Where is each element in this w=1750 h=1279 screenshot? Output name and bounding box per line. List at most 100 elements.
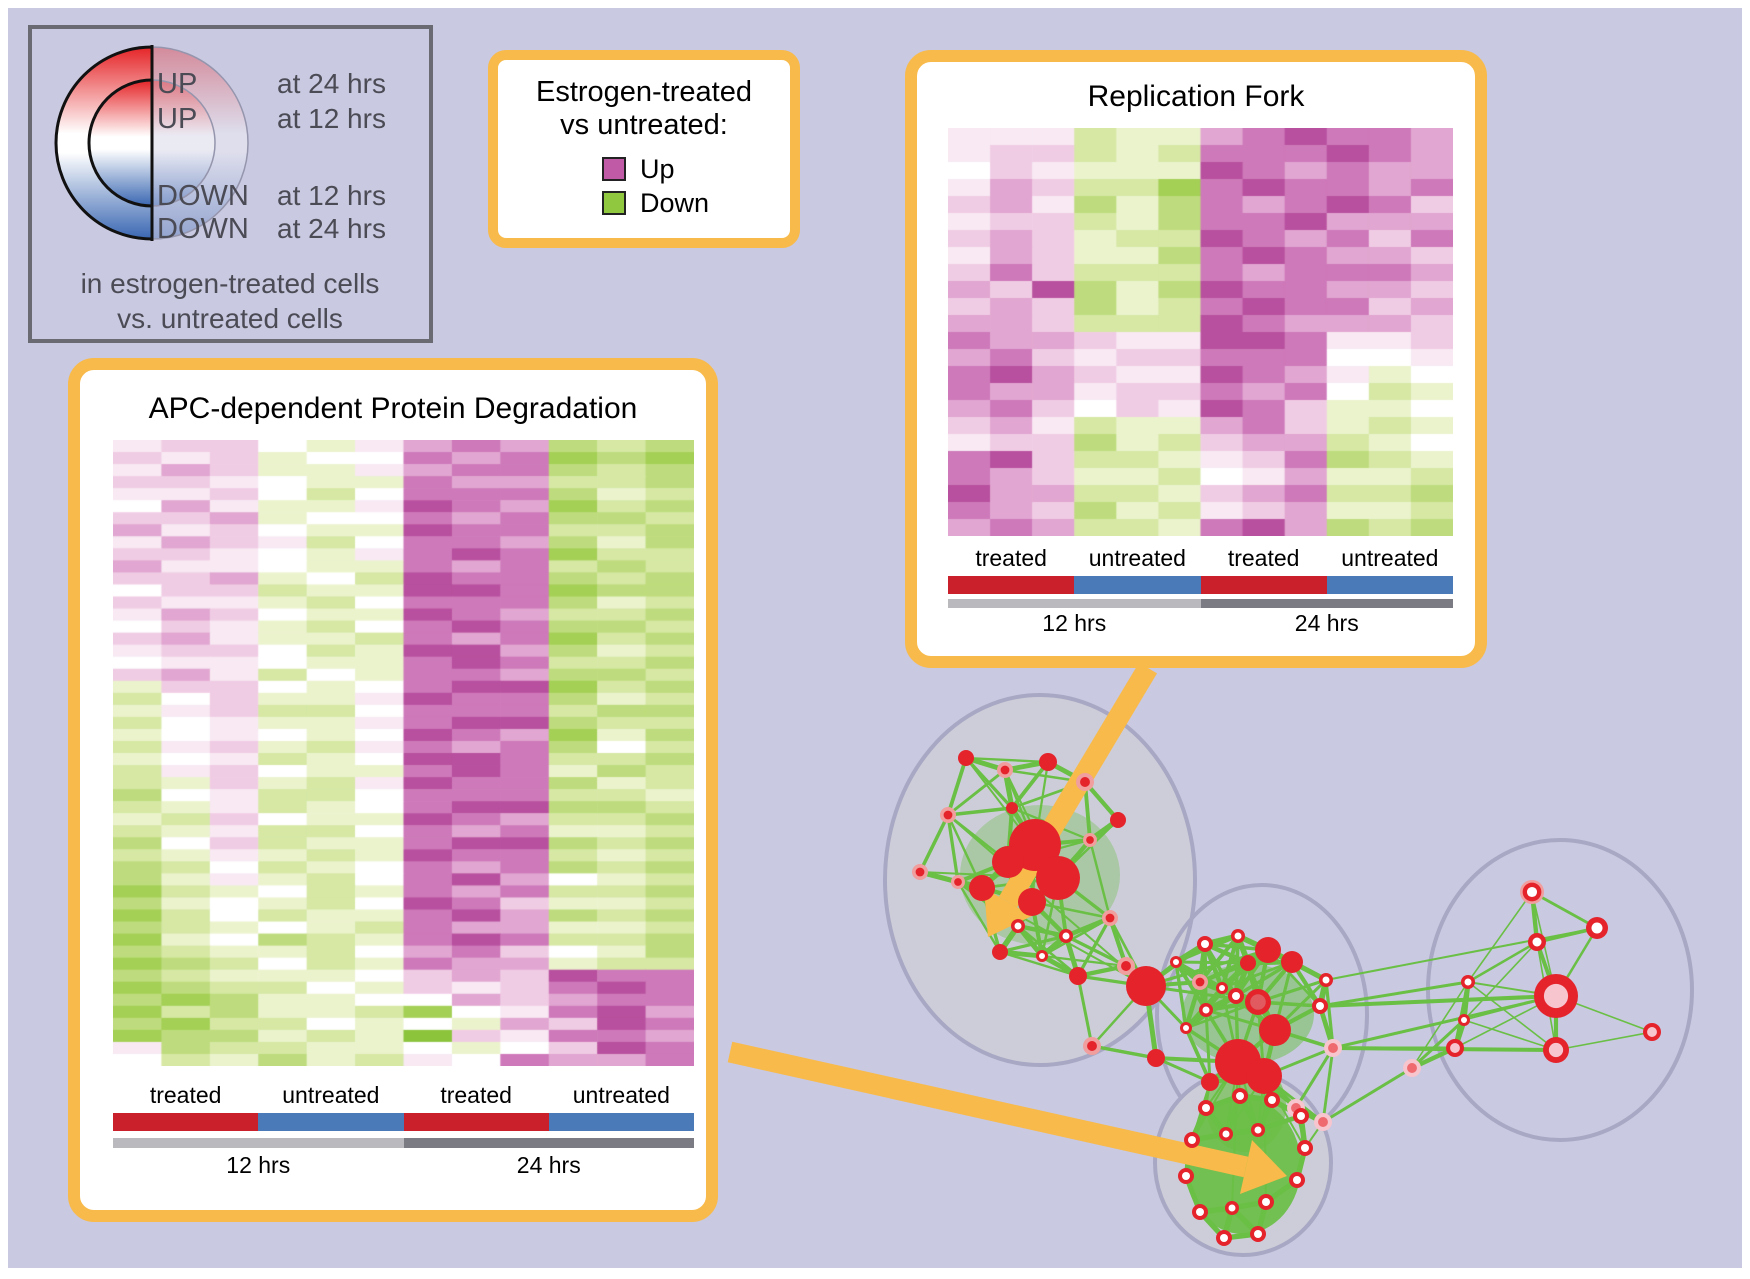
network-node (1246, 1058, 1282, 1094)
network-edge (1204, 1009, 1212, 1083)
label-24hrs: 24 hrs (516, 1152, 581, 1178)
network-node (1201, 1073, 1219, 1091)
network-edge (1010, 760, 1050, 810)
network-node (1069, 967, 1087, 985)
network-edge (1332, 1046, 1557, 1052)
network-node (1450, 1043, 1460, 1053)
bar-12hrs-segment (113, 1138, 404, 1148)
network-edge (1174, 960, 1208, 1012)
apc-time-bar (113, 1138, 694, 1148)
bar-24hrs-segment (1200, 599, 1453, 608)
updown-footer-line1: in estrogen-treated cells (81, 268, 380, 299)
network-node (1548, 1042, 1564, 1058)
repfork-condition-bar (948, 576, 1453, 594)
network-node (1232, 992, 1240, 1000)
network-edge (1175, 960, 1249, 965)
network-node (1183, 1025, 1189, 1031)
network-node (969, 875, 995, 901)
network-node (1036, 856, 1080, 900)
down-label: Down (640, 187, 710, 218)
network-node (1182, 1172, 1190, 1180)
apc-group-label: treated (149, 1082, 222, 1108)
network-edge (1555, 1031, 1653, 1051)
repfork-time-labels: 12 hrs 24 hrs (948, 610, 1453, 636)
network-node (1543, 983, 1569, 1009)
network-node (1268, 1096, 1276, 1104)
repfork-group-labels: treated untreated treated untreated (948, 545, 1453, 571)
network-edge (1324, 979, 1335, 1049)
network-edge (1531, 890, 1598, 930)
network-edge (1203, 943, 1238, 997)
updown-row-dir: DOWN (157, 213, 249, 245)
network-edge (1174, 961, 1188, 1029)
network-node (1039, 753, 1057, 771)
untreated-bar-segment (1326, 576, 1453, 594)
network-edge (1321, 1047, 1335, 1123)
network-edge (1231, 1061, 1239, 1209)
estrogen-legend-title-line2: vs untreated: (560, 109, 728, 141)
label-12hrs: 12 hrs (226, 1152, 291, 1178)
network-node (1236, 1092, 1244, 1100)
apc-group-labels: treated untreated treated untreated (113, 1082, 694, 1108)
replication-fork-heatmap (948, 128, 1453, 536)
network-node (1259, 1014, 1291, 1046)
network-edge (1198, 934, 1240, 984)
network-node (1018, 888, 1046, 916)
network-node (1000, 765, 1010, 775)
network-node (1254, 1230, 1262, 1238)
network-edge (946, 814, 960, 883)
treated-bar-segment (948, 576, 1075, 594)
network-edge (1325, 927, 1598, 981)
network-node (1202, 1006, 1210, 1014)
network-node (954, 878, 962, 886)
network-edge (946, 814, 984, 889)
network-node (1316, 1002, 1324, 1010)
network-edge (1322, 1066, 1413, 1124)
network-node (1219, 985, 1225, 991)
updown-footer-line2: vs. untreated cells (117, 303, 343, 334)
network-edge (999, 950, 1079, 978)
network-node (1220, 1234, 1228, 1242)
apc-group-label: treated (440, 1082, 512, 1108)
network-edge (1319, 980, 1469, 1008)
up-color-swatch (602, 157, 626, 181)
network-node (1591, 922, 1603, 934)
updown-row-time: at 24 hrs (277, 213, 386, 244)
network-edge (1332, 994, 1557, 1050)
network-edge (1319, 994, 1557, 1008)
network-node (1087, 1041, 1097, 1051)
network-node (1196, 1208, 1204, 1216)
estrogen-legend-box: Estrogen-treated vs untreated: Up Down (488, 50, 800, 248)
network-edge (947, 768, 1006, 817)
network-node (1201, 940, 1209, 948)
network-node (1328, 1043, 1338, 1053)
network-node (1014, 922, 1022, 930)
network-node (943, 810, 953, 820)
treated-bar-segment (1200, 576, 1327, 594)
updown-legend-graphic: UP UP DOWN DOWN at 24 hrs at 12 hrs at 1… (54, 45, 386, 334)
network-edge (1076, 975, 1094, 1047)
panel-link-arrowhead (1240, 1140, 1287, 1194)
network-node (1240, 955, 1256, 971)
network-edge (1467, 981, 1557, 1051)
treated-bar-segment (113, 1113, 259, 1131)
apc-condition-bar (113, 1113, 694, 1131)
repfork-group-label: untreated (1341, 545, 1439, 571)
network-edge (946, 757, 968, 816)
label-12hrs: 12 hrs (1042, 610, 1107, 636)
network-node (1322, 976, 1330, 984)
network-node (1006, 802, 1018, 814)
updown-row-time: at 24 hrs (277, 68, 386, 99)
network-node (992, 944, 1008, 960)
apc-heatmap (113, 440, 694, 1066)
network-edge (999, 934, 1067, 954)
updown-row-dir: UP (157, 103, 197, 135)
network-node (1318, 1117, 1328, 1127)
network-node (1086, 836, 1094, 844)
network-edge (964, 756, 1014, 810)
network-node (1301, 1144, 1309, 1152)
network-edge (1410, 1018, 1466, 1070)
network-edge (1411, 981, 1469, 1069)
